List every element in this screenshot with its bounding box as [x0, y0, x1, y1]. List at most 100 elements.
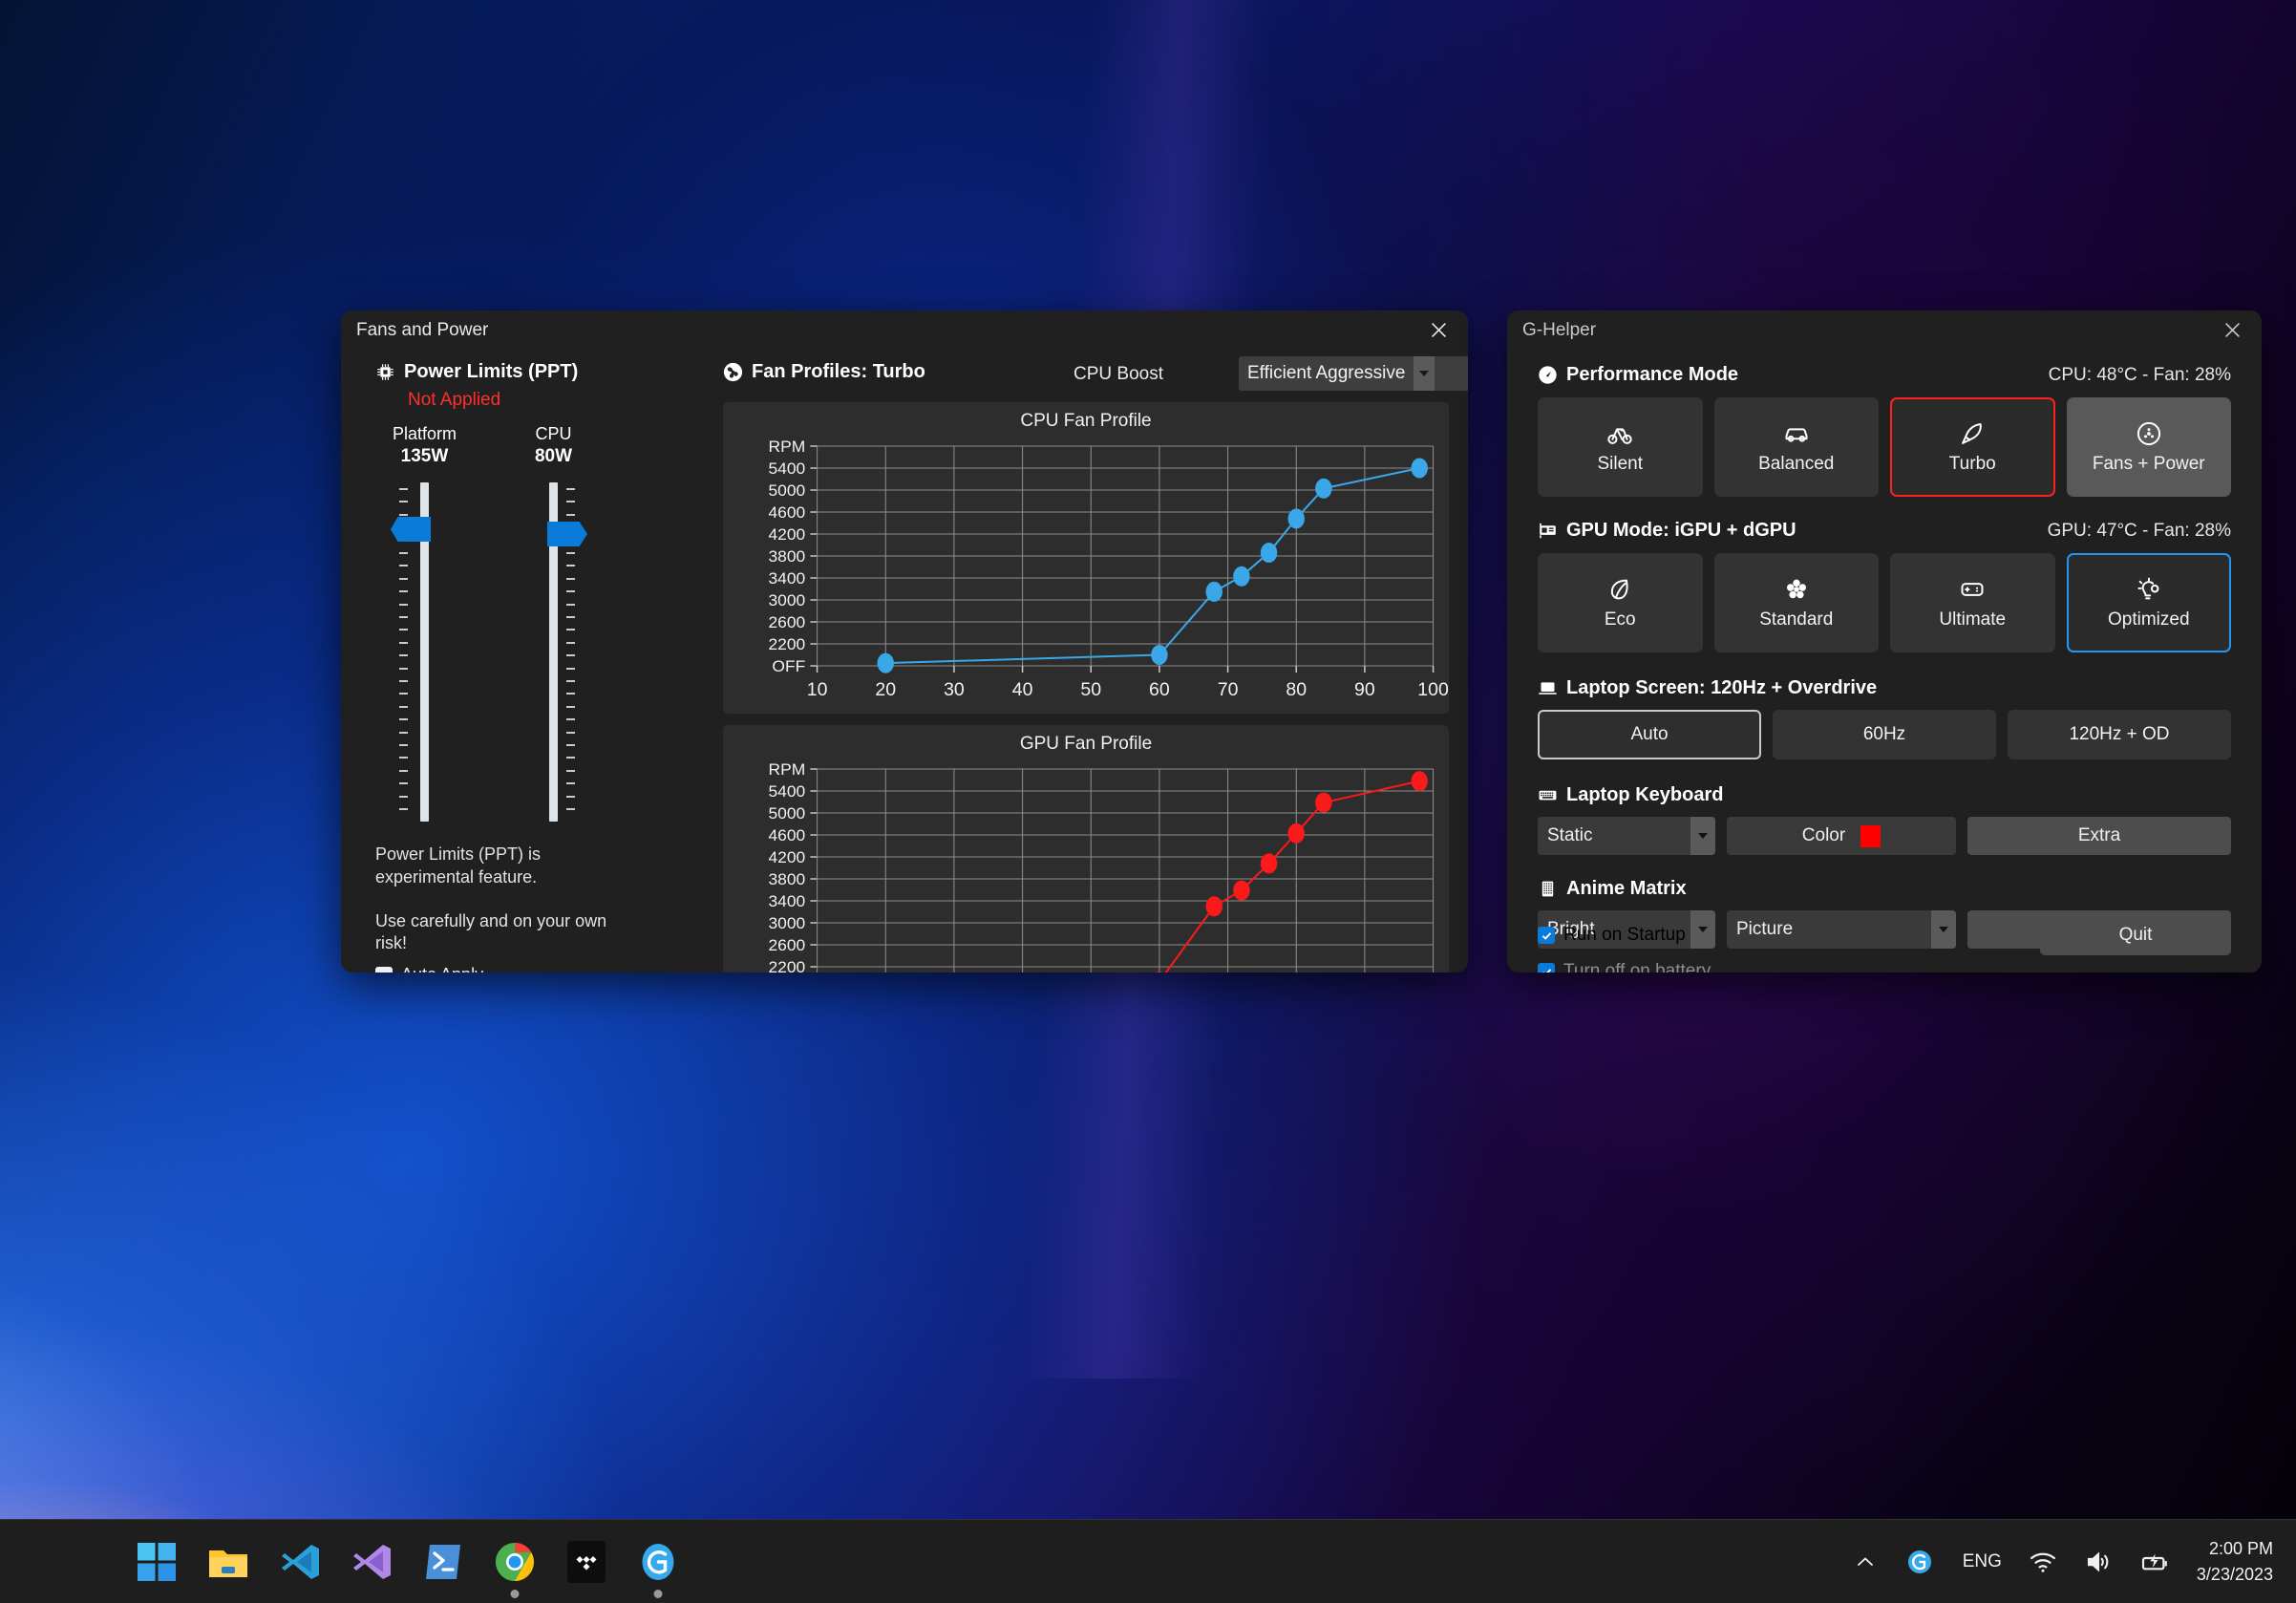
- run-on-startup-box[interactable]: [1538, 927, 1555, 944]
- cpu-chart-plot[interactable]: OFF 2200 2600 3000 3400 3800 4200 4600 5000 5400 R…: [723, 435, 1449, 714]
- anime-battery-off-label: Turn off on battery: [1563, 961, 1711, 972]
- tidal-icon[interactable]: [563, 1539, 609, 1585]
- volume-icon[interactable]: [2084, 1548, 2113, 1576]
- gpu-tile-label: Ultimate: [1939, 609, 2007, 630]
- ppt-auto-apply-box[interactable]: [375, 966, 393, 972]
- laptop-icon: [1539, 682, 1557, 695]
- anime-brightness-dropdown[interactable]: Bright: [1538, 910, 1715, 949]
- file-explorer-icon[interactable]: [205, 1539, 251, 1585]
- gpu-tile-label: Eco: [1604, 609, 1636, 630]
- gpu-mode-header: GPU Mode: iGPU + dGPU GPU: 47°C - Fan: 2…: [1538, 520, 2231, 542]
- performance-mode-tiles: Silent Balanced Turbo: [1538, 397, 2231, 497]
- start-button[interactable]: [134, 1539, 180, 1585]
- svg-text:2600: 2600: [768, 612, 805, 631]
- gpu-tile-optimized[interactable]: Optimized: [2066, 553, 2231, 652]
- fan-icon: [723, 362, 743, 382]
- gpu-tile-standard[interactable]: Standard: [1713, 553, 1879, 652]
- power-limits-heading-text: Power Limits (PPT): [404, 361, 579, 382]
- gpu-mode-heading: GPU Mode: iGPU + dGPU: [1538, 520, 1796, 542]
- cpu-label-group: CPU 80W: [489, 423, 618, 467]
- performance-mode-heading: Performance Mode: [1538, 364, 1738, 386]
- svg-text:5400: 5400: [768, 459, 805, 478]
- leaf-icon: [1611, 579, 1628, 599]
- svg-text:3000: 3000: [768, 590, 805, 609]
- svg-text:90: 90: [1354, 680, 1375, 700]
- screen-option-label: 60Hz: [1862, 724, 1906, 744]
- anime-brightness-value: Bright: [1547, 919, 1595, 939]
- car-icon: [1785, 427, 1808, 442]
- svg-text:80: 80: [1286, 680, 1307, 700]
- cpu-boost-label: CPU Boost: [1074, 364, 1163, 384]
- run-on-startup-checkbox[interactable]: Run on Startup: [1538, 925, 1686, 946]
- performance-tile-fans-power[interactable]: Fans + Power: [2066, 397, 2231, 497]
- run-on-startup-label: Run on Startup: [1563, 925, 1686, 945]
- tray-ghelper-icon[interactable]: [1903, 1546, 1936, 1578]
- screen-option-120hz-od[interactable]: 120Hz + OD: [2008, 710, 2231, 759]
- anime-content-dropdown[interactable]: Picture: [1727, 910, 1956, 949]
- chevron-down-icon[interactable]: [1414, 356, 1435, 391]
- gpu-fan-profile-chart: GPU Fan Profile OFF220026003000340038004…: [723, 725, 1449, 972]
- running-indicator: [510, 1589, 520, 1598]
- power-limits-panel: Power Limits (PPT) Not Applied Platform …: [360, 349, 704, 972]
- anime-battery-off-checkbox[interactable]: Turn off on battery: [1538, 961, 2231, 972]
- system-tray: ENG 2:00 PM 3/23/2023: [1854, 1520, 2296, 1603]
- clock[interactable]: 2:00 PM 3/23/2023: [2197, 1536, 2273, 1586]
- svg-text:60: 60: [1149, 680, 1170, 700]
- keyboard-extra-button[interactable]: Extra: [1967, 817, 2231, 855]
- close-icon[interactable]: [2202, 310, 2262, 349]
- platform-slider-track: [420, 482, 429, 822]
- gauge-icon: [1539, 366, 1557, 384]
- google-chrome-icon[interactable]: [492, 1539, 538, 1598]
- ppt-slider-labels: Platform 135W CPU 80W: [360, 423, 618, 467]
- svg-text:3000: 3000: [768, 913, 805, 932]
- language-indicator[interactable]: ENG: [1962, 1550, 2002, 1571]
- performance-mode-header: Performance Mode CPU: 48°C - Fan: 28%: [1538, 364, 2231, 386]
- gpu-card-icon: [1540, 523, 1556, 539]
- platform-slider-thumb[interactable]: [391, 517, 431, 542]
- screen-option-label: 120Hz + OD: [2069, 724, 2170, 744]
- chevron-down-icon[interactable]: [1931, 910, 1956, 949]
- anime-battery-off-box[interactable]: [1538, 963, 1555, 972]
- visual-studio-icon[interactable]: [349, 1539, 394, 1585]
- gpu-tile-ultimate[interactable]: Ultimate: [1890, 553, 2055, 652]
- screen-option-60hz[interactable]: 60Hz: [1773, 710, 1996, 759]
- g-helper-taskbar-icon[interactable]: [635, 1539, 681, 1598]
- battery-charging-icon[interactable]: [2139, 1547, 2170, 1577]
- cpu-boost-dropdown[interactable]: Efficient Aggressive: [1239, 356, 1468, 391]
- chevron-down-icon[interactable]: [1690, 817, 1715, 855]
- show-hidden-icons-chevron[interactable]: [1854, 1550, 1877, 1573]
- keyboard-mode-dropdown[interactable]: Static: [1538, 817, 1715, 855]
- svg-text:OFF: OFF: [772, 656, 805, 675]
- performance-tile-silent[interactable]: Silent: [1538, 397, 1703, 497]
- platform-label-group: Platform 135W: [360, 423, 489, 467]
- windows-terminal-icon[interactable]: [420, 1539, 466, 1585]
- quit-button[interactable]: Quit: [2040, 915, 2231, 955]
- ghelper-titlebar: G-Helper: [1507, 310, 2262, 349]
- keyboard-color-swatch[interactable]: [1860, 824, 1881, 847]
- svg-text:10: 10: [807, 680, 828, 700]
- keyboard-color-button[interactable]: Color: [1727, 817, 1956, 855]
- platform-power-slider[interactable]: [391, 482, 457, 822]
- wifi-icon[interactable]: [2029, 1548, 2057, 1576]
- svg-text:50: 50: [1080, 680, 1101, 700]
- cpu-power-slider[interactable]: [520, 482, 587, 822]
- cpu-boost-value: Efficient Aggressive: [1247, 363, 1406, 383]
- gpu-tile-eco[interactable]: Eco: [1538, 553, 1703, 652]
- keyboard-controls: Static Color Extra: [1538, 817, 2231, 855]
- performance-tile-turbo[interactable]: Turbo: [1890, 397, 2055, 497]
- ppt-auto-apply-checkbox[interactable]: Auto Apply: [375, 965, 483, 972]
- performance-mode-heading-text: Performance Mode: [1566, 364, 1739, 385]
- vs-code-icon[interactable]: [277, 1539, 323, 1585]
- svg-text:30: 30: [944, 680, 965, 700]
- gpu-tile-label: Standard: [1759, 609, 1834, 630]
- screen-option-auto[interactable]: Auto: [1538, 710, 1761, 759]
- close-icon[interactable]: [1409, 310, 1468, 349]
- fan-profiles-panel: Fan Profiles: Turbo CPU Boost Efficient …: [713, 349, 1468, 972]
- cpu-slider-thumb[interactable]: [547, 522, 587, 546]
- chevron-down-icon[interactable]: [1690, 910, 1715, 949]
- performance-tile-balanced[interactable]: Balanced: [1713, 397, 1879, 497]
- gpu-tile-label: Optimized: [2107, 609, 2190, 630]
- performance-tile-label: Balanced: [1758, 453, 1835, 474]
- gpu-chart-plot[interactable]: OFF220026003000340038004200460050005400R…: [723, 758, 1449, 972]
- fans-and-power-window: Fans and Power Power Limits (PPT): [341, 310, 1468, 972]
